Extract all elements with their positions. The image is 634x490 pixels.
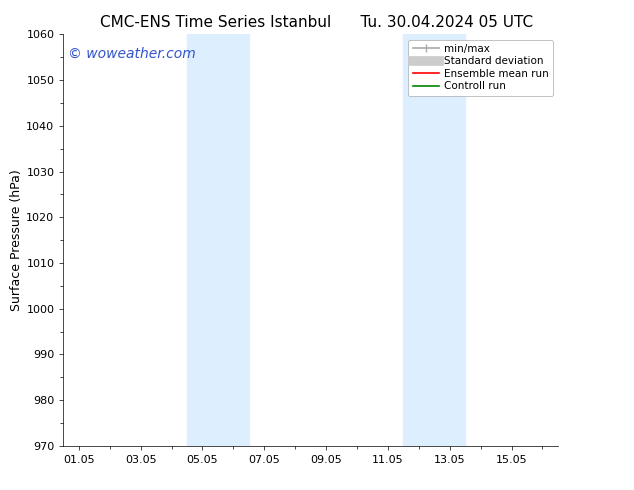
Text: © woweather.com: © woweather.com bbox=[68, 47, 196, 61]
Bar bbox=[187, 34, 249, 446]
Bar bbox=[403, 34, 465, 446]
Legend: min/max, Standard deviation, Ensemble mean run, Controll run: min/max, Standard deviation, Ensemble me… bbox=[408, 40, 553, 96]
Text: CMC-ENS Time Series Istanbul      Tu. 30.04.2024 05 UTC: CMC-ENS Time Series Istanbul Tu. 30.04.2… bbox=[100, 15, 534, 30]
Y-axis label: Surface Pressure (hPa): Surface Pressure (hPa) bbox=[11, 169, 23, 311]
